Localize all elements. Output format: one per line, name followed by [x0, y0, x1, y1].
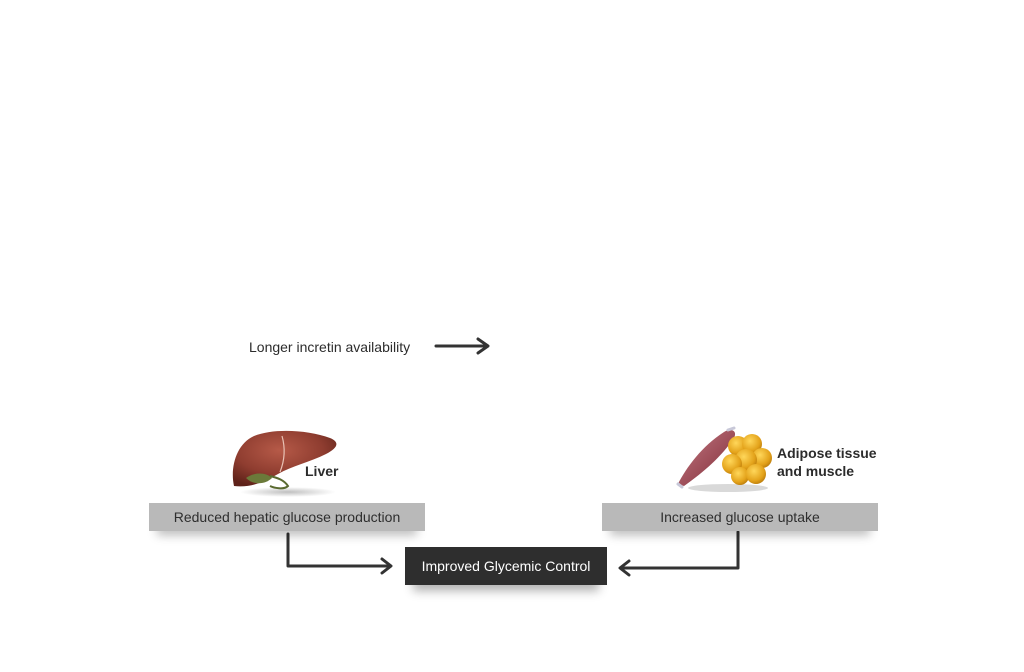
adipose-label-line2: and muscle	[777, 462, 854, 480]
liver-label: Liver	[305, 462, 338, 480]
adipose-label-line1: Adipose tissue	[777, 444, 877, 462]
adipose-effect-box: Increased glucose uptake	[602, 503, 878, 531]
adipose-to-outcome-arrow	[620, 532, 738, 575]
incretin-arrow	[436, 339, 488, 353]
outcome-text: Improved Glycemic Control	[422, 558, 591, 574]
liver-effect-text: Reduced hepatic glucose production	[174, 509, 401, 525]
outcome-box: Improved Glycemic Control	[405, 547, 607, 585]
adipose-effect-text: Increased glucose uptake	[660, 509, 820, 525]
adipose-muscle-icon	[676, 424, 776, 494]
liver-effect-box: Reduced hepatic glucose production	[149, 503, 425, 531]
liver-to-outcome-arrow	[288, 534, 391, 573]
